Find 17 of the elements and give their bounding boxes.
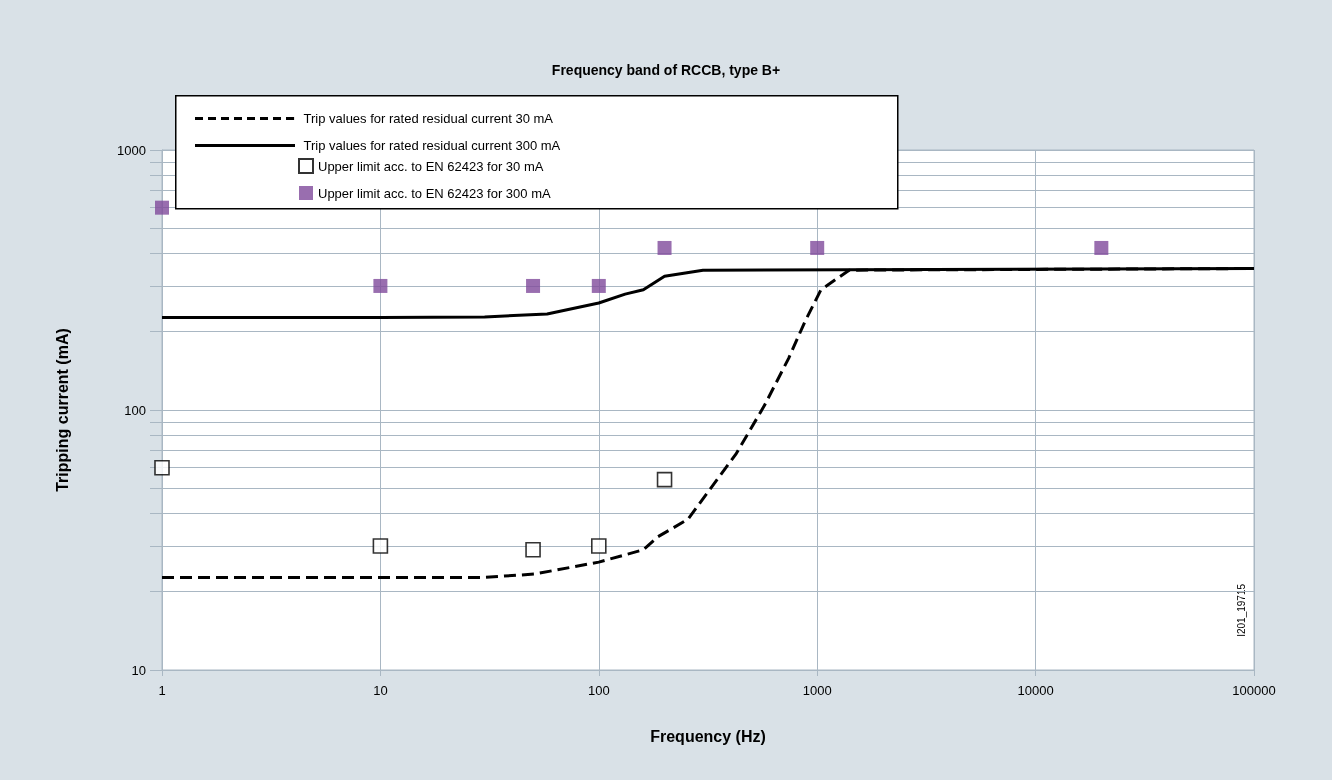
x-tick-label: 10 — [373, 683, 388, 698]
x-axis-title: Frequency (Hz) — [650, 727, 766, 745]
y-tick-label: 100 — [124, 402, 146, 418]
y-tick-label: 10 — [131, 662, 146, 678]
chart-title: Frequency band of RCCB, type B+ — [551, 62, 781, 78]
legend-label: Upper limit acc. to EN 62423 for 300 mA — [318, 185, 551, 201]
annotation: I201_19715 — [1235, 583, 1247, 637]
x-tick-label: 1000 — [802, 683, 832, 698]
y-axis-title: Tripping current (mA) — [53, 328, 71, 492]
x-tick-label: 1 — [158, 683, 166, 698]
legend-label: Upper limit acc. to EN 62423 for 30 mA — [318, 158, 544, 174]
legend-label: Trip values for rated residual current 300 mA — [303, 138, 561, 153]
x-tick-label: 100000 — [1232, 683, 1276, 698]
x-tick-label: 10000 — [1017, 683, 1054, 698]
x-tick-label: 100 — [587, 683, 610, 698]
legend-label: Trip values for rated residual current 30 mA — [303, 111, 554, 126]
y-tick-label: 1000 — [117, 142, 146, 158]
